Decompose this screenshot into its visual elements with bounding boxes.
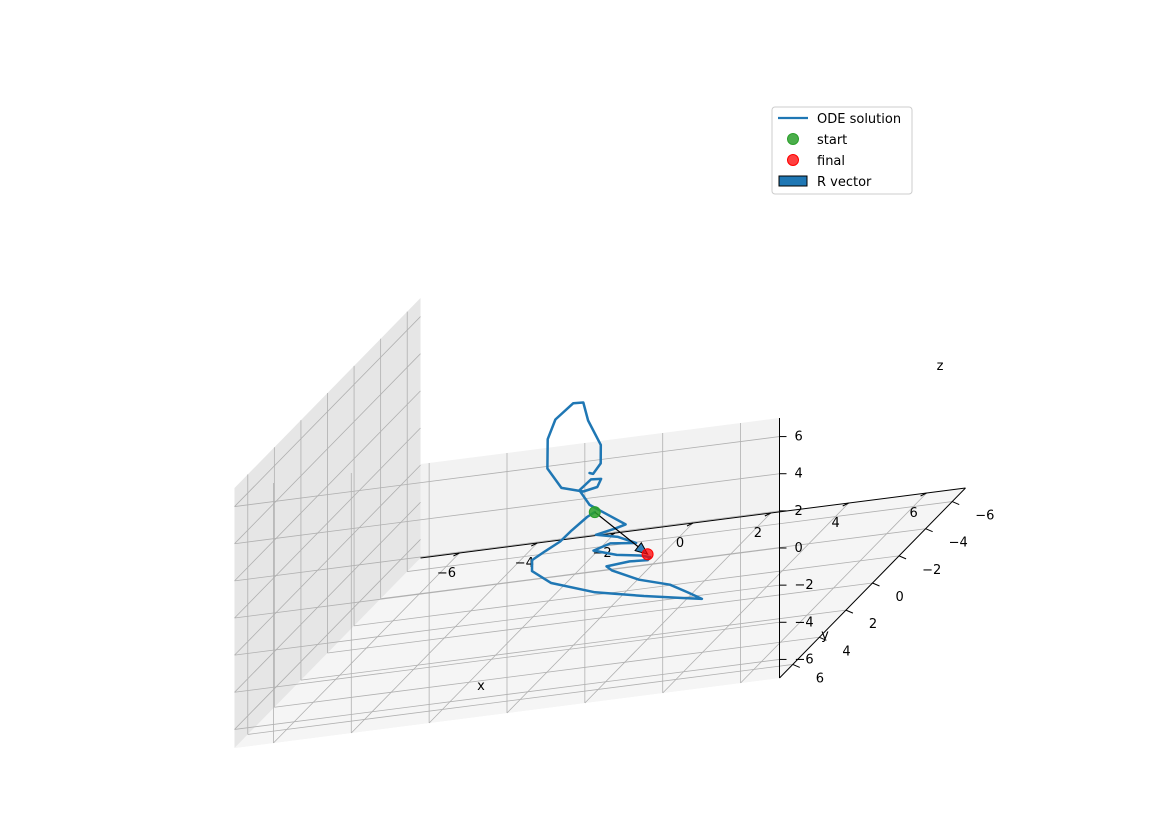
legend-entry-final: final — [817, 154, 845, 169]
tick-marks — [453, 436, 960, 668]
grid-line — [274, 636, 820, 708]
grid-line — [584, 512, 772, 704]
grid-line — [740, 492, 927, 684]
y-tick-label: −2 — [922, 563, 941, 578]
legend-entry-start: start — [817, 133, 847, 148]
y-tick-label: 4 — [842, 644, 850, 659]
legend-final-swatch — [787, 154, 799, 166]
grid-line — [234, 547, 780, 619]
grid-lines — [234, 311, 953, 744]
z-tick-label: 2 — [795, 504, 803, 519]
z-tick-label: 4 — [795, 467, 803, 482]
tick-mark — [792, 663, 800, 668]
y-tick-label: −4 — [949, 536, 968, 551]
ode-solution-line — [530, 401, 704, 601]
tick-mark — [686, 522, 694, 527]
tick-mark — [531, 542, 538, 547]
tick-mark — [819, 636, 827, 641]
grid-line — [327, 582, 873, 654]
z-tick-label: −2 — [795, 578, 814, 593]
legend-entry-r-vector: R vector — [817, 175, 872, 190]
tick-mark — [872, 582, 880, 587]
x-tick-label: 6 — [909, 506, 917, 521]
z-tick-label: 6 — [795, 430, 803, 445]
tick-mark — [764, 512, 772, 517]
tick-mark — [845, 609, 854, 614]
tick-mark — [842, 502, 849, 507]
tick-mark — [453, 552, 460, 557]
legend-entry-ode-solution: ODE solution — [817, 112, 901, 127]
legend-r-vector-swatch — [778, 175, 808, 187]
z-axis-label: z — [937, 359, 944, 374]
y-tick-label: 0 — [896, 590, 904, 605]
grid-line — [662, 502, 850, 694]
grid-line — [234, 353, 421, 544]
x-tick-label: 0 — [676, 536, 684, 551]
grid-line — [234, 316, 421, 507]
tick-mark — [952, 501, 960, 506]
grid-line — [234, 510, 780, 582]
plot-area — [530, 401, 704, 601]
z-tick-label: 0 — [795, 541, 803, 556]
y-tick-label: −6 — [975, 509, 994, 524]
axis-panes — [234, 298, 966, 748]
x-tick-label: −4 — [515, 556, 534, 571]
legend-start-swatch — [787, 133, 799, 145]
x-tick-label: 2 — [754, 526, 762, 541]
x-tick-label: −6 — [437, 566, 456, 581]
grid-line — [234, 473, 780, 545]
y-tick-label: 6 — [816, 671, 824, 686]
grid-line — [247, 664, 793, 735]
z-tick-label: −6 — [795, 652, 814, 667]
grid-line — [234, 427, 421, 619]
x-axis-label: x — [477, 679, 485, 694]
y-tick-label: 2 — [869, 617, 877, 632]
z-tick-label: −4 — [795, 615, 814, 630]
grid-line — [234, 390, 421, 582]
grid-line — [234, 436, 780, 507]
tick-mark — [925, 528, 933, 533]
start-point — [588, 506, 601, 519]
y-axis-label: y — [821, 628, 829, 643]
x-tick-label: 4 — [832, 516, 840, 531]
legend: ODE solution start final R vector — [771, 106, 913, 195]
r-vector-shaft — [594, 511, 639, 548]
legend-frame — [771, 106, 913, 195]
final-point — [641, 548, 654, 561]
tick-mark — [920, 492, 927, 497]
tick-mark — [898, 555, 907, 560]
grid-line — [300, 609, 846, 681]
